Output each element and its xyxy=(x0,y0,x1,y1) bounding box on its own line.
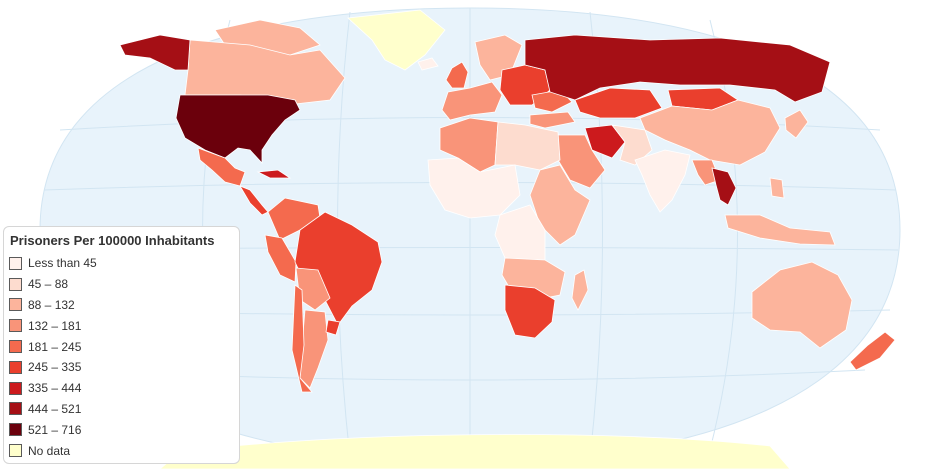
legend-item[interactable]: 245 – 335 xyxy=(9,357,239,378)
legend-item[interactable]: 132 – 181 xyxy=(9,315,239,336)
legend-label: 335 – 444 xyxy=(28,381,82,396)
usa[interactable] xyxy=(175,94,301,165)
legend-item[interactable]: 88 – 132 xyxy=(9,295,239,316)
legend-item[interactable]: 335 – 444 xyxy=(9,378,239,399)
greenland[interactable] xyxy=(347,9,446,71)
legend-swatch xyxy=(9,423,22,437)
legend-swatch xyxy=(9,444,22,458)
legend-swatch xyxy=(9,277,22,291)
legend-label: No data xyxy=(28,443,71,458)
cuba[interactable] xyxy=(256,169,292,179)
antarctica[interactable] xyxy=(159,434,791,469)
legend-item[interactable]: 521 – 716 xyxy=(9,419,239,440)
peru-ecuador[interactable] xyxy=(264,234,297,283)
alaska[interactable] xyxy=(119,34,191,71)
legend-swatch xyxy=(9,256,22,270)
legend-swatch xyxy=(9,381,22,395)
legend-swatch xyxy=(9,319,22,333)
legend-swatch xyxy=(9,298,22,312)
legend-label: 132 – 181 xyxy=(28,318,82,333)
russia[interactable] xyxy=(524,34,831,103)
legend-label: 521 – 716 xyxy=(28,422,82,437)
legend-item[interactable]: 444 – 521 xyxy=(9,399,239,420)
legend-swatch xyxy=(9,402,22,416)
legend-swatch xyxy=(9,340,22,354)
north-africa-east[interactable] xyxy=(494,121,561,171)
legend-label: 45 – 88 xyxy=(28,277,69,292)
chile[interactable] xyxy=(291,284,313,393)
legend-label: 181 – 245 xyxy=(28,339,82,354)
kazakhstan[interactable] xyxy=(574,87,663,119)
madagascar[interactable] xyxy=(571,269,589,311)
western-europe[interactable] xyxy=(441,81,503,121)
legend-item[interactable]: 45 – 88 xyxy=(9,274,239,295)
afghanistan-pakistan[interactable] xyxy=(611,124,653,166)
legend-items: Less than 45 45 – 88 88 – 132 132 – 181 181 … xyxy=(9,253,239,461)
map-legend: Prisoners Per 100000 Inhabitants Less th… xyxy=(3,226,240,464)
thailand[interactable] xyxy=(711,167,737,206)
iran[interactable] xyxy=(584,124,626,159)
south-africa[interactable] xyxy=(504,284,556,339)
australia[interactable] xyxy=(751,261,853,349)
uk-ireland[interactable] xyxy=(445,61,469,89)
east-africa[interactable] xyxy=(529,164,591,246)
iceland[interactable] xyxy=(417,57,439,71)
middle-east[interactable] xyxy=(554,134,606,189)
canada[interactable] xyxy=(184,39,346,105)
north-africa-west[interactable] xyxy=(439,117,499,173)
legend-label: Less than 45 xyxy=(28,256,97,271)
turkey[interactable] xyxy=(529,111,576,129)
indonesia[interactable] xyxy=(724,214,836,246)
legend-label: 88 – 132 xyxy=(28,297,75,312)
legend-item[interactable]: 181 – 245 xyxy=(9,336,239,357)
southeast-asia[interactable] xyxy=(691,159,721,186)
korea-japan[interactable] xyxy=(784,109,809,139)
legend-label: 245 – 335 xyxy=(28,360,82,375)
legend-item[interactable]: No data xyxy=(9,440,239,461)
west-africa[interactable] xyxy=(427,157,521,219)
legend-swatch xyxy=(9,360,22,374)
legend-label: 444 – 521 xyxy=(28,401,82,416)
china[interactable] xyxy=(639,99,781,166)
legend-item[interactable]: Less than 45 xyxy=(9,253,239,274)
legend-title: Prisoners Per 100000 Inhabitants xyxy=(10,233,215,248)
india[interactable] xyxy=(634,149,691,213)
new-zealand[interactable] xyxy=(849,331,896,371)
philippines[interactable] xyxy=(769,177,785,199)
uruguay[interactable] xyxy=(325,319,341,336)
